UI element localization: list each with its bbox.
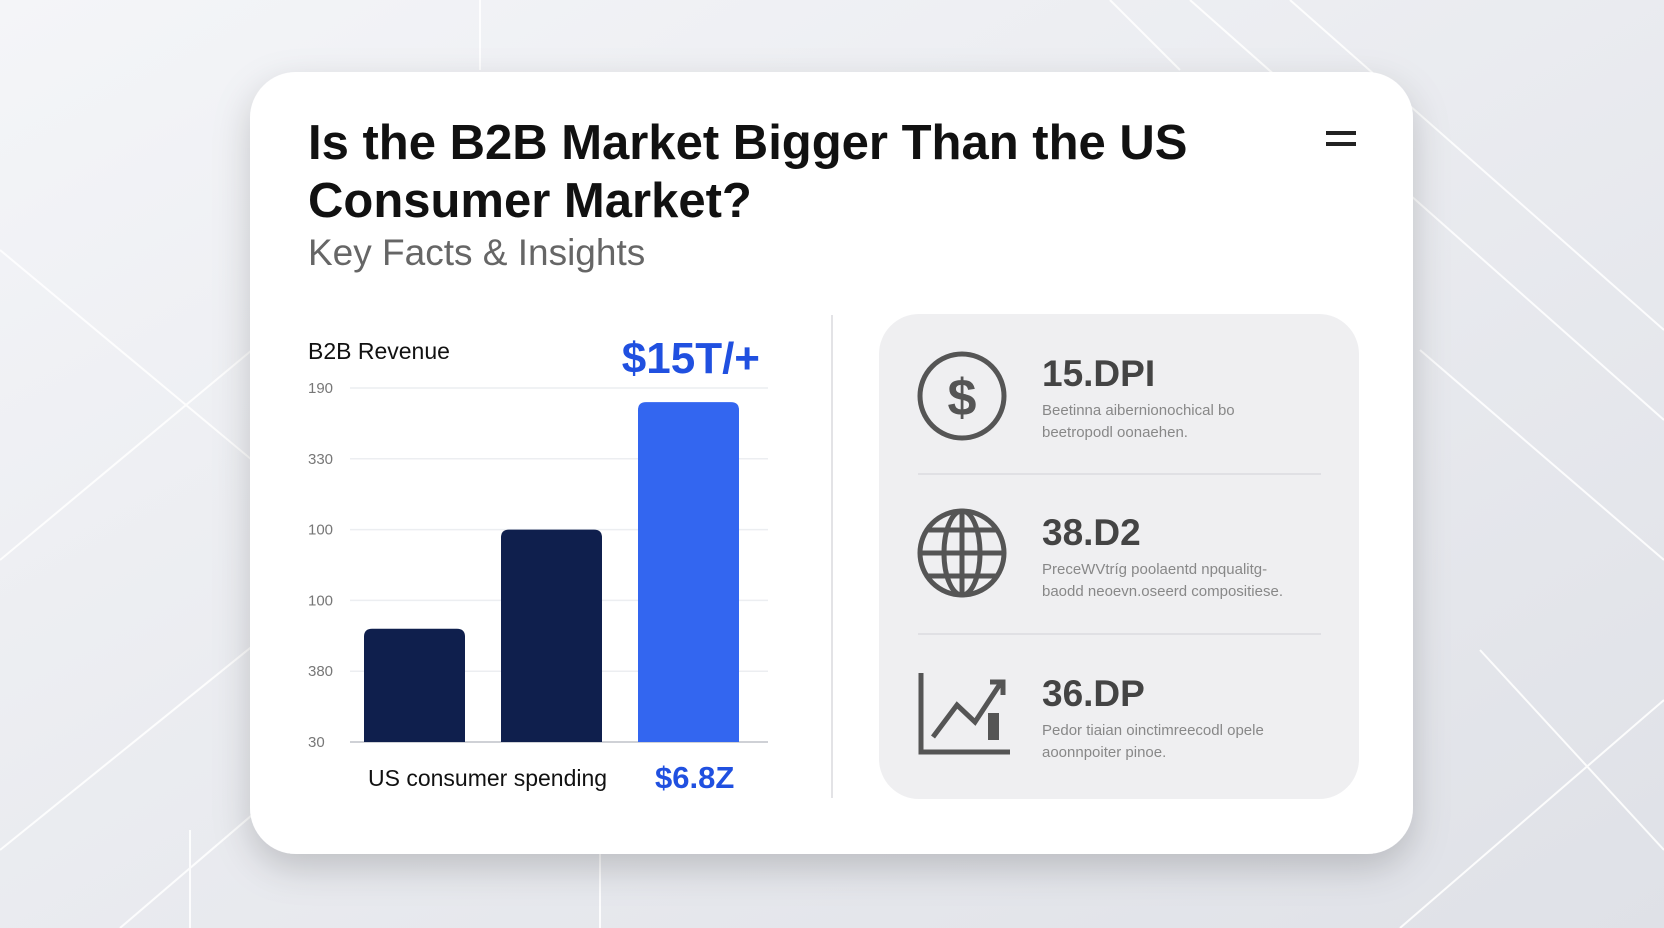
stat-text: Pedor tiaian oinctimreecodl opele — [1042, 722, 1264, 739]
y-tick-label: 100 — [308, 522, 333, 539]
x-label: US consumer spending — [368, 765, 607, 791]
chart-icon — [918, 673, 1010, 755]
stat-text: beetropodl oonaehen. — [1042, 424, 1188, 441]
y-tick-label: 190 — [308, 380, 333, 397]
chart-title: B2B Revenue — [308, 338, 450, 364]
x-annotation: $6.8Z — [655, 760, 734, 795]
y-tick-label: 380 — [308, 663, 333, 680]
stat-text: PreceWVtríg poolaentd npqualitg- — [1042, 561, 1267, 578]
title: Is the B2B Market Bigger Than the US — [308, 116, 1187, 170]
plot: 30 380 100 100 330 190 — [308, 380, 768, 751]
y-tick-label: 30 — [308, 734, 325, 751]
bar — [364, 628, 465, 742]
dollar-icon-glyph: $ — [948, 369, 977, 427]
stat-title: 15.DPI — [1042, 353, 1155, 394]
stat-text: aoonnpoiter pinoe. — [1042, 744, 1166, 761]
y-tick-label: 100 — [308, 592, 333, 609]
stat-text: baodd neoevn.oseerd compositiese. — [1042, 583, 1283, 600]
bar — [638, 402, 739, 742]
dollar-icon — [917, 351, 1007, 441]
chart-icon-bar — [988, 713, 999, 740]
chart-annotation: $15T/+ — [622, 334, 760, 383]
stat-text: Beetinna aibernionochical bo — [1042, 402, 1235, 419]
stat-title: 36.DP — [1042, 673, 1145, 714]
bar — [501, 529, 602, 742]
menu-icon[interactable] — [1326, 131, 1356, 146]
globe-icon — [917, 508, 1007, 598]
title: Consumer Market? — [308, 174, 752, 228]
stat-title: 38.D2 — [1042, 512, 1141, 553]
stats-panel — [879, 314, 1359, 799]
y-tick-label: 330 — [308, 451, 333, 468]
subtitle: Key Facts & Insights — [308, 232, 645, 273]
